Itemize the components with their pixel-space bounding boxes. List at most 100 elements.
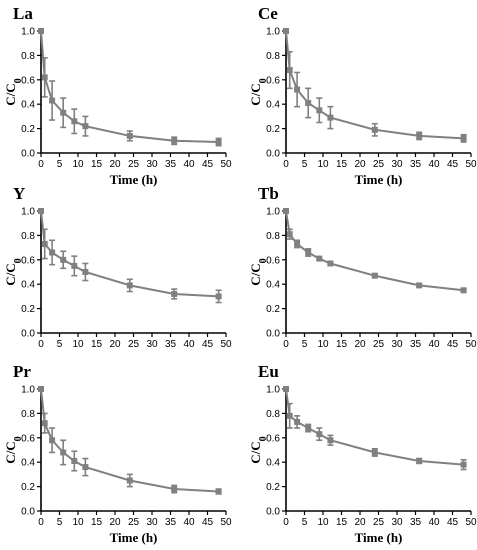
data-point xyxy=(305,249,312,256)
y-tick-label: 0.8 xyxy=(21,51,35,62)
chart-title: Y xyxy=(13,184,25,203)
data-point xyxy=(286,231,293,238)
data-point xyxy=(416,457,423,464)
y-axis-label: C/C0 xyxy=(3,258,24,285)
x-tick-label: 10 xyxy=(72,517,84,528)
y-tick-label: 0.8 xyxy=(266,231,280,242)
data-point xyxy=(82,123,89,130)
x-tick-label: 35 xyxy=(410,159,422,170)
x-tick-label: 25 xyxy=(373,159,385,170)
x-tick-label: 40 xyxy=(428,339,440,350)
x-tick-label: 50 xyxy=(465,339,477,350)
data-point xyxy=(283,386,289,392)
x-tick-label: 20 xyxy=(109,339,121,350)
y-tick-label: 0.4 xyxy=(21,100,35,111)
y-tick-label: 0.4 xyxy=(266,280,280,291)
x-tick-label: 50 xyxy=(220,339,232,350)
chart-panel-pr: 0.0 0.2 0.4 0.6 0.8 1.0 0 5 10 15 20 25 30 35 40 45 50 Pr… xyxy=(3,362,232,545)
y-axis-label: C/C0 xyxy=(248,78,269,105)
y-tick-label: 0.2 xyxy=(21,124,35,135)
x-tick-label: 45 xyxy=(202,339,214,350)
x-tick-label: 15 xyxy=(91,159,103,170)
data-point xyxy=(215,293,222,300)
data-point xyxy=(126,477,133,484)
data-point xyxy=(294,240,301,247)
x-tick-label: 20 xyxy=(354,339,366,350)
x-tick-label: 50 xyxy=(220,159,232,170)
data-point xyxy=(126,132,133,139)
x-tick-label: 45 xyxy=(447,517,459,528)
x-tick-label: 5 xyxy=(302,339,308,350)
x-tick-label: 40 xyxy=(183,159,195,170)
data-point xyxy=(60,109,67,116)
data-point xyxy=(305,425,312,432)
x-tick-label: 10 xyxy=(72,159,84,170)
y-tick-label: 0.4 xyxy=(266,458,280,469)
x-tick-label: 30 xyxy=(391,339,403,350)
y-tick-label: 0.4 xyxy=(266,100,280,111)
x-tick-label: 20 xyxy=(354,159,366,170)
y-tick-label: 0.2 xyxy=(266,304,280,315)
x-tick-label: 35 xyxy=(165,339,177,350)
x-tick-label: 30 xyxy=(146,159,158,170)
y-tick-label: 1.0 xyxy=(21,207,35,218)
x-axis-label: Time (h) xyxy=(110,530,158,545)
y-tick-label: 0.6 xyxy=(21,433,35,444)
chart-panel-la: 0.0 0.2 0.4 0.6 0.8 1.0 0 5 10 15 20 25 30 35 40 45 50 La… xyxy=(3,4,232,187)
y-tick-label: 1.0 xyxy=(21,385,35,396)
data-point xyxy=(416,282,423,289)
x-tick-label: 40 xyxy=(428,159,440,170)
y-tick-label: 0.8 xyxy=(21,231,35,242)
chart-title: La xyxy=(13,4,33,23)
axes xyxy=(285,389,471,512)
data-point xyxy=(460,461,467,468)
y-tick-label: 0.2 xyxy=(266,124,280,135)
x-tick-label: 15 xyxy=(336,159,348,170)
y-tick-label: 1.0 xyxy=(21,27,35,38)
x-tick-label: 50 xyxy=(220,517,232,528)
x-tick-label: 30 xyxy=(146,517,158,528)
x-tick-label: 0 xyxy=(283,339,289,350)
y-tick-label: 0.2 xyxy=(266,482,280,493)
data-point xyxy=(171,486,178,493)
data-point xyxy=(71,118,78,125)
data-point xyxy=(294,86,301,93)
y-axis-label: C/C0 xyxy=(248,436,269,463)
x-tick-label: 10 xyxy=(72,339,84,350)
y-tick-label: 1.0 xyxy=(266,207,280,218)
data-point xyxy=(371,272,378,279)
data-point xyxy=(60,449,67,456)
x-tick-label: 45 xyxy=(447,159,459,170)
data-point xyxy=(305,99,312,106)
chart-title: Tb xyxy=(258,184,279,203)
x-tick-label: 50 xyxy=(465,159,477,170)
data-point xyxy=(38,386,44,392)
x-tick-label: 25 xyxy=(128,517,140,528)
data-point xyxy=(41,74,48,81)
chart-panel-ce: 0.0 0.2 0.4 0.6 0.8 1.0 0 5 10 15 20 25 30 35 40 45 50 Ce… xyxy=(248,4,477,187)
data-point xyxy=(371,449,378,456)
x-tick-label: 40 xyxy=(183,517,195,528)
axes xyxy=(40,389,226,512)
x-tick-label: 20 xyxy=(109,159,121,170)
data-point xyxy=(82,464,89,471)
x-tick-label: 0 xyxy=(38,159,44,170)
x-tick-label: 35 xyxy=(165,517,177,528)
x-tick-label: 25 xyxy=(373,339,385,350)
x-tick-label: 15 xyxy=(91,339,103,350)
x-axis-label: Time (h) xyxy=(355,172,403,187)
y-tick-label: 0.0 xyxy=(21,507,35,518)
x-tick-label: 25 xyxy=(128,339,140,350)
data-point xyxy=(60,256,67,263)
y-tick-label: 0.6 xyxy=(266,433,280,444)
x-axis-label: Time (h) xyxy=(110,172,158,187)
x-tick-label: 15 xyxy=(336,339,348,350)
data-point xyxy=(41,420,48,427)
y-tick-label: 0.0 xyxy=(21,329,35,340)
y-axis-label: C/C0 xyxy=(248,258,269,285)
x-tick-label: 5 xyxy=(57,159,63,170)
x-tick-label: 35 xyxy=(165,159,177,170)
y-tick-label: 1.0 xyxy=(266,385,280,396)
y-tick-label: 0.8 xyxy=(21,409,35,420)
